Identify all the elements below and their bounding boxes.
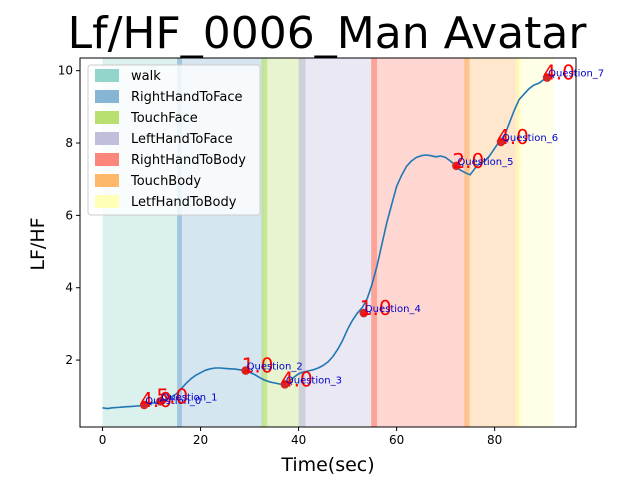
question-label-4: Question_4: [365, 304, 421, 315]
question-marker-5: [452, 161, 461, 171]
phase-band-4: [372, 58, 468, 427]
y-tick-label-3: 8: [65, 136, 73, 150]
y-axis-label: LF/HF: [27, 217, 49, 270]
legend-label-0: walk: [131, 69, 161, 84]
plot-frame: [79, 57, 577, 428]
x-tick-label-3: 60: [389, 433, 404, 447]
question-score-7: 4.0: [543, 61, 575, 85]
phase-transition-0: [177, 58, 182, 427]
phase-transition-1: [261, 58, 268, 427]
question-marker-1: [156, 397, 165, 406]
question-label-5: Question_5: [457, 157, 513, 168]
question-label-6: Question_6: [502, 133, 558, 144]
legend-label-6: LetfHandToBody: [131, 195, 237, 210]
x-tick-label-1: 20: [193, 433, 208, 447]
question-marker-3: [280, 380, 290, 389]
question-score-2: 1.0: [242, 354, 274, 378]
question-score-4: 1.0: [360, 296, 392, 320]
x-tick-label-0: 0: [99, 433, 107, 447]
question-label-1: Question_1: [161, 392, 217, 403]
y-tick-label-0: 2: [65, 353, 73, 367]
legend-swatch-5: [95, 174, 119, 187]
phase-transitions: [177, 58, 522, 427]
series-line-0: [102, 75, 550, 410]
question-markers: [139, 73, 552, 410]
question-score-6: 4.0: [497, 125, 529, 149]
legend-swatch-0: [95, 69, 119, 82]
legend-label-5: TouchBody: [130, 174, 201, 189]
question-label-0: Question_0: [145, 396, 201, 407]
phase-transition-3: [371, 58, 378, 427]
phase-transition-4: [464, 58, 470, 427]
question-score-3: 4.0: [281, 367, 313, 391]
phase-band-5: [467, 58, 520, 427]
legend-swatch-4: [95, 153, 119, 166]
y-tick-label-1: 4: [65, 281, 73, 295]
phase-band-3: [303, 58, 373, 427]
y-axis-ticks: 2 4 6 8 10: [58, 64, 80, 367]
x-tick-label-2: 40: [291, 433, 306, 447]
question-score-5: 2.0: [452, 149, 484, 173]
question-score-1: 5.0: [156, 384, 188, 408]
question-label-3: Question_3: [286, 375, 342, 386]
legend: walk RightHandToFace TouchFace LeftHandToFa…: [87, 64, 261, 216]
phase-band-2: [264, 58, 304, 427]
y-tick-label-2: 6: [65, 208, 73, 222]
x-tick-label-4: 80: [487, 433, 502, 447]
question-score-0: 4.0: [140, 388, 172, 412]
question-marker-0: [139, 400, 149, 410]
legend-swatch-6: [95, 195, 119, 208]
legend-entries: walk RightHandToFace TouchFace LeftHandToFa…: [95, 69, 246, 210]
question-label-2: Question_2: [247, 362, 303, 373]
legend-label-1: RightHandToFace: [131, 90, 243, 105]
phase-transition-5: [515, 58, 522, 427]
x-axis-ticks: 0 20 40 60 80: [99, 427, 502, 447]
chart-title: Lf/HF_0006_Man Avatar: [68, 8, 588, 59]
legend-label-3: LeftHandToFace: [131, 132, 233, 147]
legend-swatch-3: [95, 132, 119, 145]
question-marker-4: [359, 308, 369, 318]
series-line-layer: [102, 75, 550, 410]
legend-swatch-1: [95, 90, 119, 103]
legend-swatch-2: [95, 111, 119, 124]
x-axis-label: Time(sec): [280, 454, 374, 476]
question-marker-2: [241, 366, 250, 375]
legend-label-4: RightHandToBody: [131, 153, 246, 168]
phase-band-6: [519, 58, 554, 427]
legend-box: [87, 64, 261, 216]
question-marker-7: [542, 73, 552, 82]
y-tick-label-4: 10: [58, 64, 73, 78]
legend-label-2: TouchFace: [130, 111, 198, 126]
question-marker-6: [496, 137, 506, 147]
phase-transition-2: [298, 58, 306, 427]
